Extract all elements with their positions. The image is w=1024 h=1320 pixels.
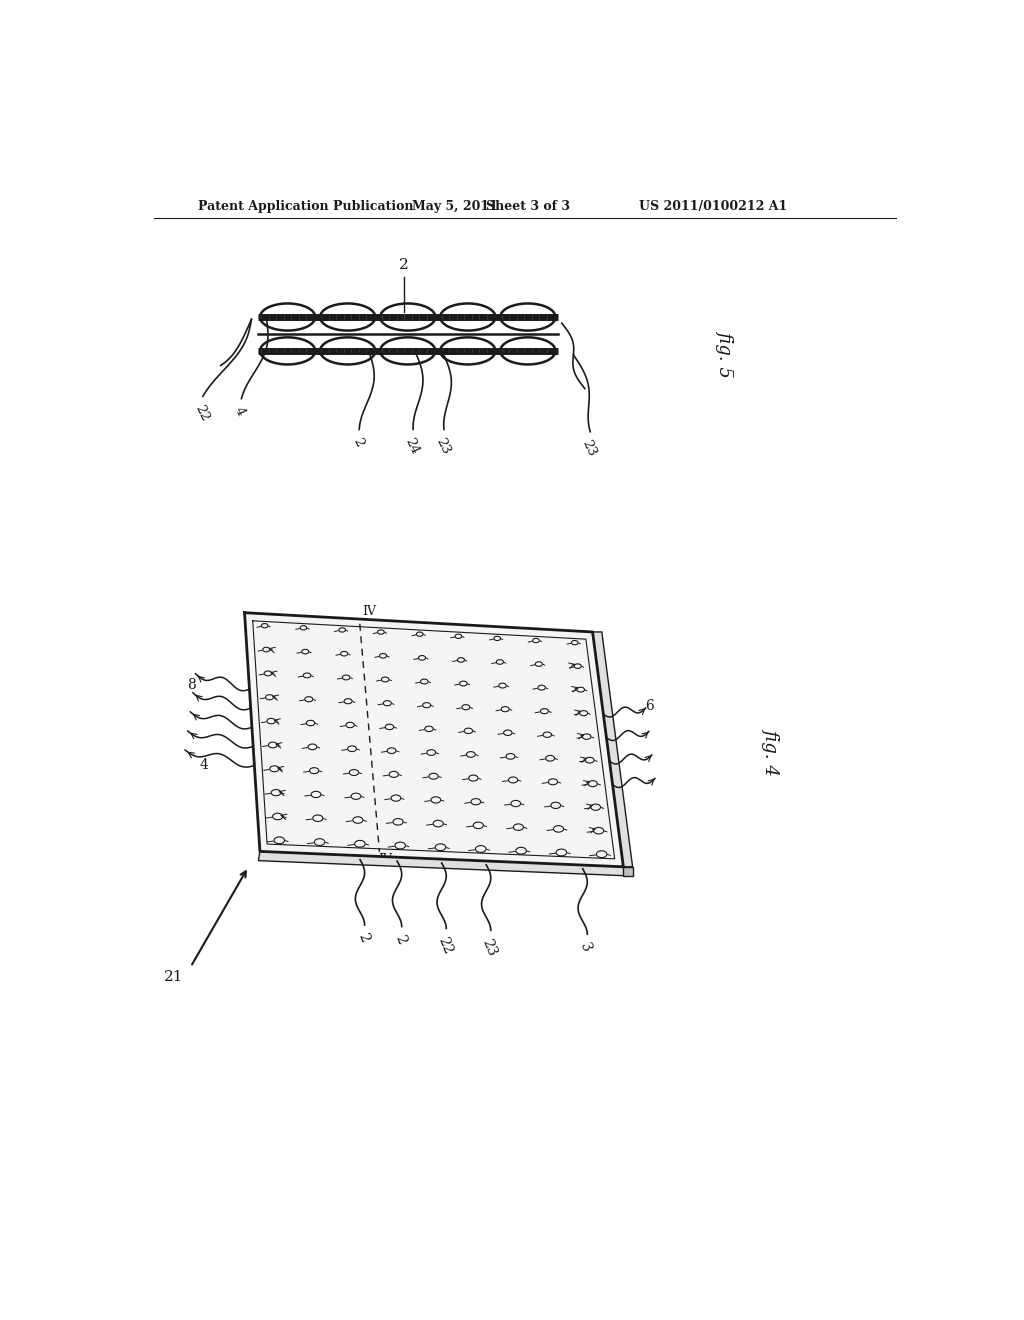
Text: Patent Application Publication: Patent Application Publication (199, 199, 414, 213)
Text: fig. 4: fig. 4 (762, 727, 780, 775)
Text: 2: 2 (399, 259, 409, 272)
Text: 23: 23 (433, 436, 452, 457)
Text: 2: 2 (392, 933, 409, 946)
Text: US 2011/0100212 A1: US 2011/0100212 A1 (639, 199, 787, 213)
Text: 2: 2 (355, 931, 371, 945)
Text: 4: 4 (200, 758, 209, 772)
Text: May 5, 2011: May 5, 2011 (412, 199, 498, 213)
Text: 22: 22 (435, 935, 455, 956)
Text: 4: 4 (232, 405, 248, 418)
Polygon shape (593, 632, 633, 867)
Text: 24: 24 (402, 436, 421, 457)
Text: 3: 3 (578, 940, 594, 954)
Text: 2: 2 (350, 436, 366, 449)
Text: 22: 22 (191, 403, 211, 424)
Text: 8: 8 (187, 678, 196, 692)
Text: IV: IV (378, 853, 392, 866)
Text: 6: 6 (645, 700, 654, 713)
Text: 23: 23 (479, 936, 499, 958)
Text: 21: 21 (164, 970, 183, 983)
Text: Sheet 3 of 3: Sheet 3 of 3 (486, 199, 570, 213)
Text: 23: 23 (580, 438, 598, 458)
Polygon shape (245, 612, 624, 867)
Text: fig. 5: fig. 5 (716, 330, 734, 376)
Polygon shape (624, 867, 633, 876)
Polygon shape (258, 851, 633, 876)
Text: IV: IV (362, 605, 376, 618)
